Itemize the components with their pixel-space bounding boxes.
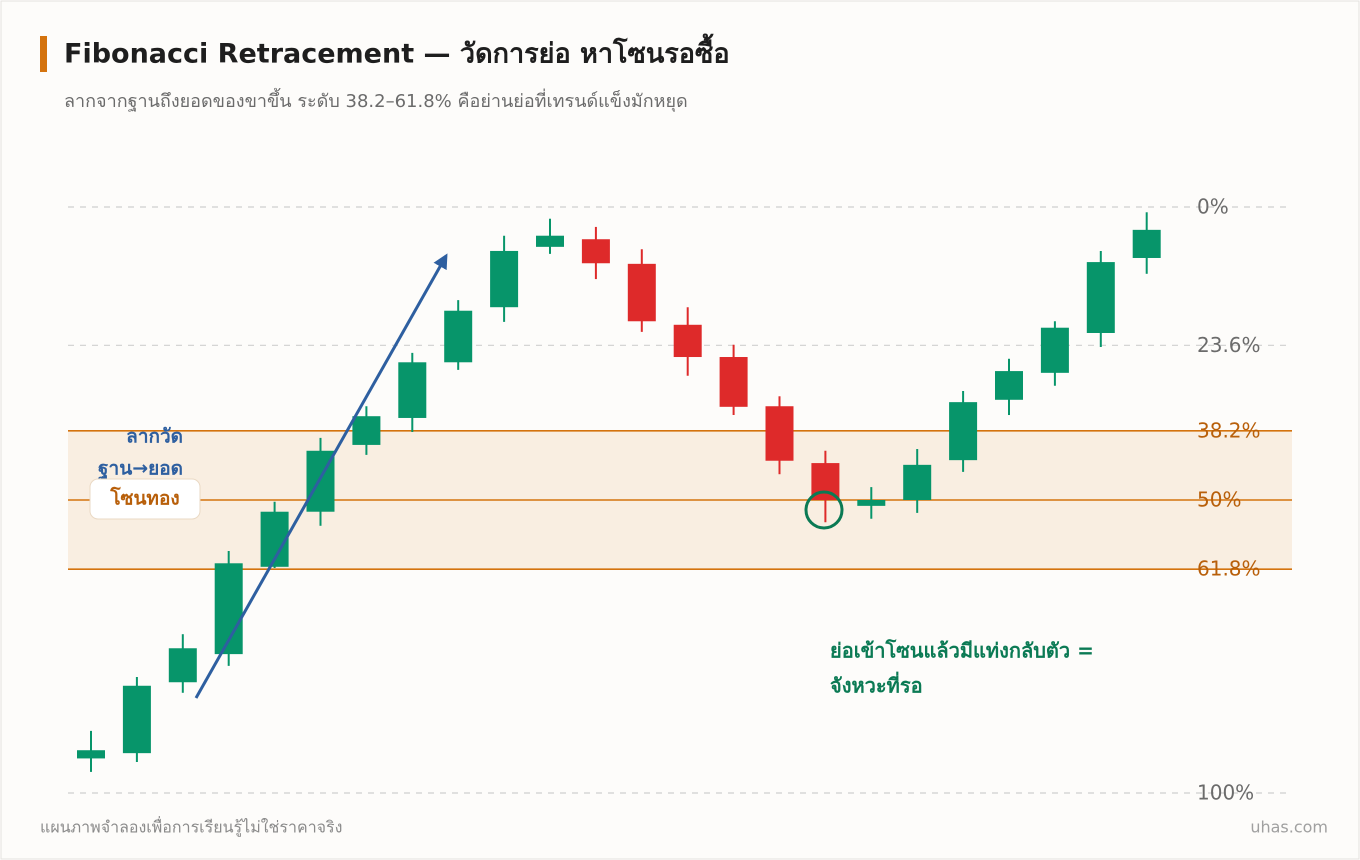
y-tick-label: 23.6% — [1197, 333, 1261, 357]
candle-body — [352, 416, 381, 445]
chart-subtitle: ลากจากฐานถึงยอดของขาขึ้น ระดับ 38.2–61.8… — [64, 88, 688, 112]
candle-body — [536, 235, 564, 247]
annotation: ฐาน→ยอด — [98, 458, 183, 482]
y-tick-label: 38.2% — [1197, 418, 1261, 442]
candle-body — [490, 250, 519, 308]
annotation: จังหวะที่รอ — [830, 671, 923, 698]
measure-arrow — [194, 253, 448, 699]
y-tick-label: 50% — [1197, 488, 1241, 512]
reversal-circle — [804, 490, 844, 530]
candle-body — [581, 239, 610, 264]
candle-body — [673, 324, 702, 358]
annotation: โซนทอง — [109, 487, 179, 510]
candle-body — [398, 362, 427, 418]
candle-body — [765, 406, 794, 461]
candle-body — [995, 371, 1023, 400]
candle-body — [1086, 262, 1115, 333]
y-tick-label: 0% — [1197, 195, 1229, 219]
annotation: ลากวัด — [126, 426, 183, 448]
candle-body — [168, 648, 197, 683]
candle-body — [903, 464, 932, 500]
plot: 0% 23.6% 38.2% 50% 61.8% 100% — [68, 195, 1292, 805]
zone-label-box — [89, 478, 201, 520]
source: uhas.com — [1250, 818, 1328, 837]
candle-body — [444, 310, 473, 363]
candle-body — [857, 500, 886, 506]
candle-body — [1040, 327, 1069, 373]
candle-body — [719, 357, 748, 407]
annotation: ย่อเข้าโซนแล้วมีแท่งกลับตัว = — [830, 639, 1094, 663]
candle-body — [949, 402, 978, 461]
candle-body — [627, 263, 656, 322]
title-accent — [40, 36, 47, 72]
candle-body — [122, 685, 151, 754]
chart-title: Fibonacci Retracement — วัดการย่อ หาโซนร… — [64, 33, 730, 70]
footer: แผนภาพจำลองเพื่อการเรียนรู้ไม่ใช่ราคาจริ… — [40, 816, 342, 838]
candle-body — [1132, 229, 1161, 258]
y-tick-label: 100% — [1197, 781, 1254, 805]
candle-body — [77, 750, 105, 759]
y-tick-label: 61.8% — [1197, 557, 1261, 581]
